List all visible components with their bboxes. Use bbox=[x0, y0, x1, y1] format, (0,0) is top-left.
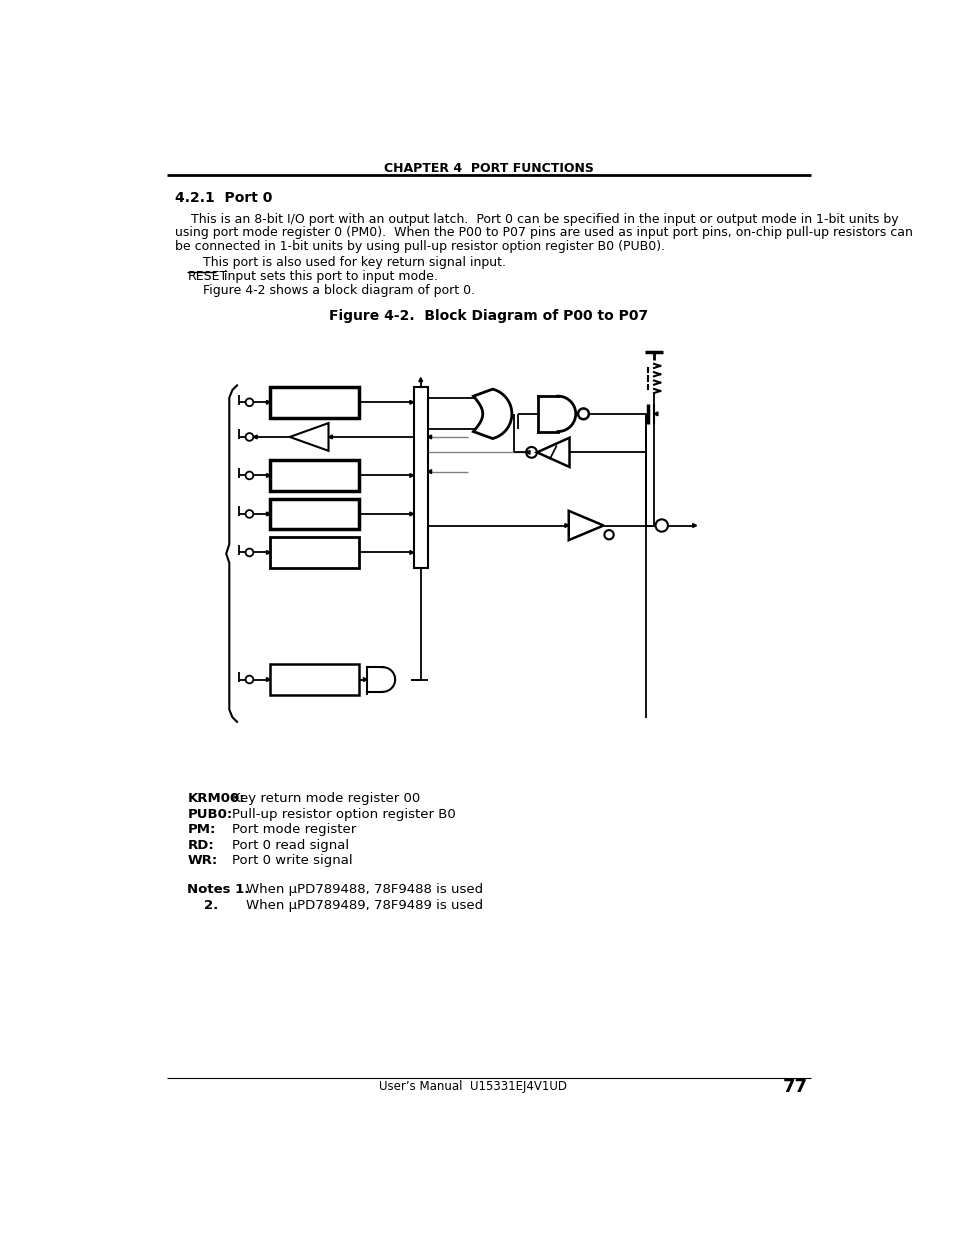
Text: Notes 1.: Notes 1. bbox=[187, 883, 250, 897]
Polygon shape bbox=[266, 551, 270, 555]
Text: Port 0 read signal: Port 0 read signal bbox=[233, 839, 349, 852]
Text: User’s Manual  U15331EJ4V1UD: User’s Manual U15331EJ4V1UD bbox=[378, 1081, 566, 1093]
Text: RD:: RD: bbox=[187, 839, 214, 852]
Text: This is an 8-bit I/O port with an output latch.  Port 0 can be specified in the : This is an 8-bit I/O port with an output… bbox=[174, 212, 898, 226]
Polygon shape bbox=[266, 678, 270, 682]
Text: PUB0:: PUB0: bbox=[187, 808, 233, 821]
Polygon shape bbox=[363, 678, 367, 682]
Polygon shape bbox=[266, 513, 270, 516]
Polygon shape bbox=[410, 551, 414, 555]
Polygon shape bbox=[410, 513, 414, 516]
Text: using port mode register 0 (PM0).  When the P00 to P07 pins are used as input po: using port mode register 0 (PM0). When t… bbox=[174, 226, 912, 240]
Polygon shape bbox=[266, 473, 270, 478]
Polygon shape bbox=[654, 412, 658, 416]
Text: PM:: PM: bbox=[187, 824, 215, 836]
Text: be connected in 1-bit units by using pull-up resistor option register B0 (PUB0).: be connected in 1-bit units by using pul… bbox=[174, 241, 664, 253]
Text: 2.: 2. bbox=[204, 899, 218, 911]
Text: 4.2.1  Port 0: 4.2.1 Port 0 bbox=[174, 191, 273, 205]
Polygon shape bbox=[410, 400, 414, 404]
Text: CHAPTER 4  PORT FUNCTIONS: CHAPTER 4 PORT FUNCTIONS bbox=[384, 162, 593, 174]
Text: Pull-up resistor option register B0: Pull-up resistor option register B0 bbox=[233, 808, 456, 821]
Text: Figure 4-2.  Block Diagram of P00 to P07: Figure 4-2. Block Diagram of P00 to P07 bbox=[329, 309, 648, 324]
Text: input sets this port to input mode.: input sets this port to input mode. bbox=[220, 270, 437, 283]
Polygon shape bbox=[525, 451, 530, 454]
Text: WR:: WR: bbox=[187, 853, 217, 867]
Polygon shape bbox=[410, 473, 414, 478]
Polygon shape bbox=[253, 435, 257, 438]
Polygon shape bbox=[418, 378, 422, 382]
Text: When μPD789488, 78F9488 is used: When μPD789488, 78F9488 is used bbox=[245, 883, 482, 897]
Bar bbox=[414, 387, 427, 568]
Polygon shape bbox=[692, 524, 696, 527]
Polygon shape bbox=[537, 437, 569, 467]
Text: 77: 77 bbox=[781, 1078, 806, 1095]
Text: RESET: RESET bbox=[187, 270, 228, 283]
Polygon shape bbox=[427, 435, 431, 438]
Bar bbox=[270, 461, 359, 490]
Polygon shape bbox=[290, 424, 328, 451]
Bar bbox=[270, 537, 359, 568]
Polygon shape bbox=[266, 400, 270, 404]
Polygon shape bbox=[328, 435, 332, 438]
Polygon shape bbox=[427, 469, 431, 473]
Polygon shape bbox=[473, 389, 512, 438]
Text: KRM00:: KRM00: bbox=[187, 793, 245, 805]
Polygon shape bbox=[568, 511, 603, 540]
Text: This port is also used for key return signal input.: This port is also used for key return si… bbox=[187, 256, 506, 269]
Bar bbox=[270, 664, 359, 695]
Text: Port 0 write signal: Port 0 write signal bbox=[233, 853, 353, 867]
Text: Figure 4-2 shows a block diagram of port 0.: Figure 4-2 shows a block diagram of port… bbox=[187, 284, 476, 298]
Text: When μPD789489, 78F9489 is used: When μPD789489, 78F9489 is used bbox=[245, 899, 482, 911]
Polygon shape bbox=[564, 524, 568, 527]
Bar bbox=[270, 387, 359, 417]
Bar bbox=[270, 499, 359, 530]
Text: Port mode register: Port mode register bbox=[233, 824, 356, 836]
Text: Key return mode register 00: Key return mode register 00 bbox=[233, 793, 420, 805]
